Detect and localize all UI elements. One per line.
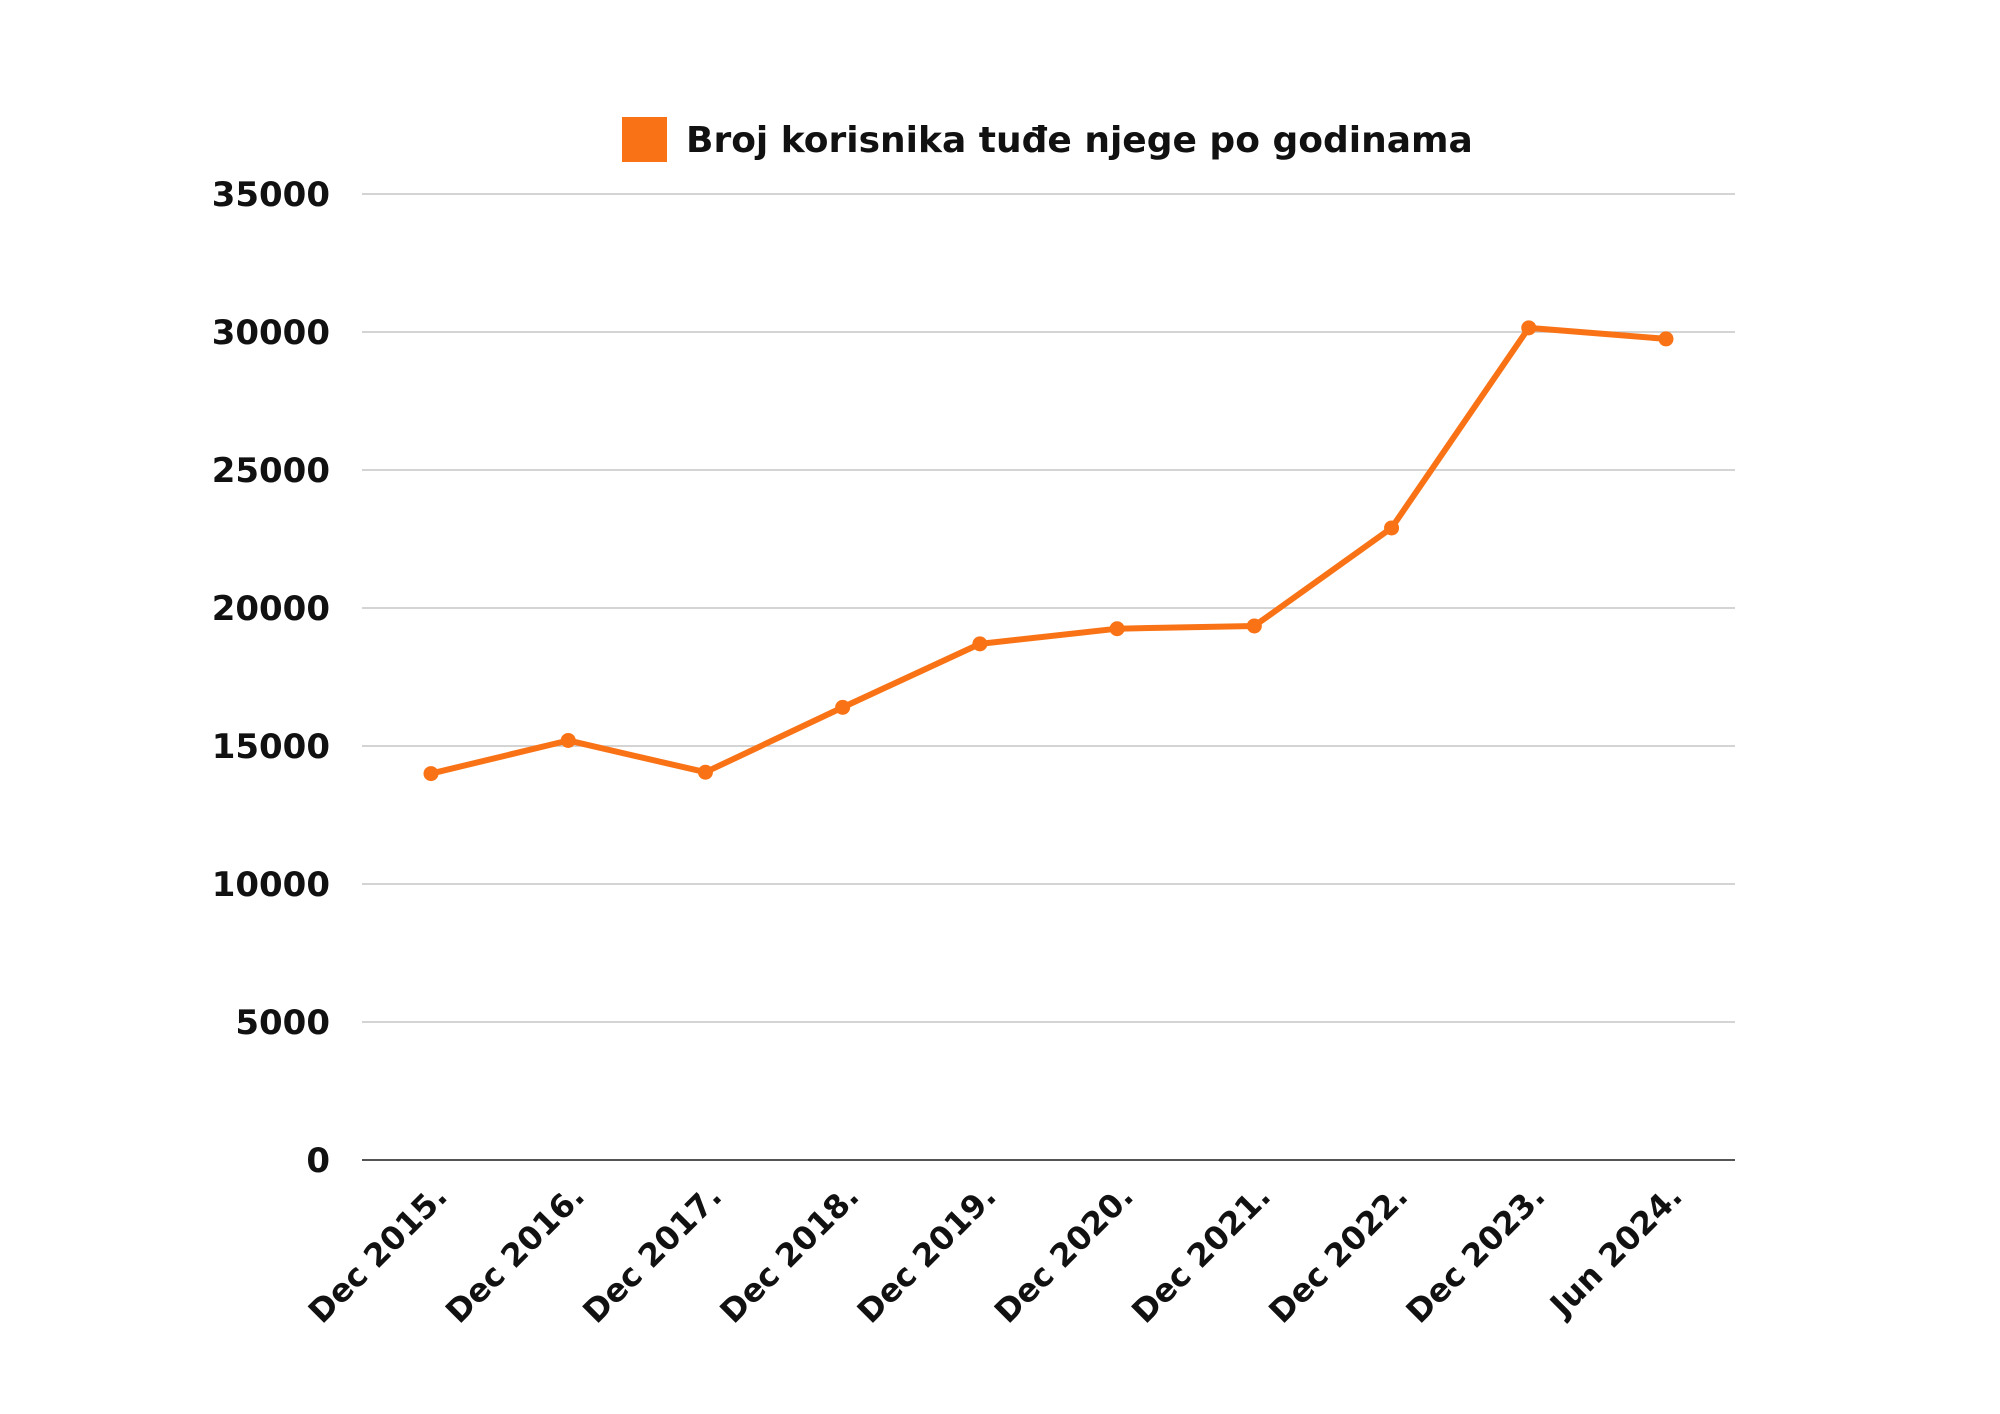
series-line: [428, 324, 1669, 777]
data-point: [1246, 618, 1262, 634]
legend: Broj korisnika tuđe njege po godinama: [622, 117, 1473, 162]
y-tick-label: 25000: [212, 451, 330, 491]
data-point: [423, 766, 439, 782]
data-point: [1658, 331, 1674, 347]
x-tick-label: Dec 2020.: [987, 1177, 1141, 1331]
y-tick-label: 15000: [212, 727, 330, 767]
y-tick-label: 20000: [212, 589, 330, 629]
data-point: [1109, 621, 1125, 637]
data-point: [560, 732, 576, 748]
y-tick-label: 10000: [212, 865, 330, 905]
x-tick-label: Dec 2017.: [575, 1177, 729, 1331]
y-tick-label: 35000: [212, 175, 330, 215]
data-series: [423, 320, 1674, 782]
y-tick-label: 0: [306, 1141, 330, 1181]
x-tick-label: Jun 2024.: [1541, 1177, 1689, 1325]
x-tick-label: Dec 2016.: [438, 1177, 592, 1331]
legend-label: Broj korisnika tuđe njege po godinama: [686, 120, 1473, 161]
data-point: [1521, 320, 1537, 336]
data-point: [697, 764, 713, 780]
data-point: [835, 699, 851, 715]
y-tick-label: 5000: [235, 1003, 330, 1043]
x-tick-label: Dec 2015.: [301, 1177, 455, 1331]
legend-swatch: [622, 117, 667, 162]
x-tick-label: Dec 2018.: [712, 1177, 866, 1331]
data-point: [1384, 520, 1400, 536]
x-tick-label: Dec 2021.: [1124, 1177, 1278, 1331]
data-point: [972, 636, 988, 652]
y-axis-tick-labels: 0 5000 10000 15000 20000 25000 30000 35000: [212, 175, 330, 1181]
x-tick-label: Dec 2019.: [850, 1177, 1004, 1331]
x-axis-tick-labels: Dec 2015.Dec 2016.Dec 2017.Dec 2018.Dec …: [301, 1177, 1690, 1331]
x-tick-label: Dec 2023.: [1399, 1177, 1553, 1331]
x-tick-label: Dec 2022.: [1261, 1177, 1415, 1331]
gridlines: [362, 193, 1735, 1023]
y-tick-label: 30000: [212, 313, 330, 353]
